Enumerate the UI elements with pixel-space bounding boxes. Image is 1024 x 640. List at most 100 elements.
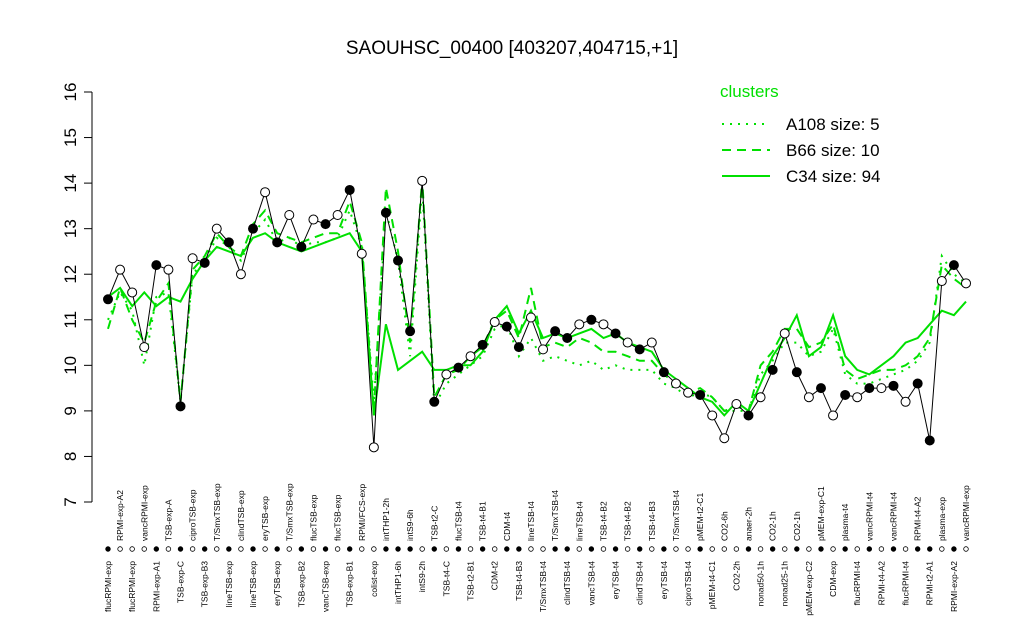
x-tick-label: vancTSB-exp	[321, 561, 331, 612]
profile-point	[103, 294, 113, 305]
profile-point	[912, 378, 923, 389]
condition-dot	[794, 546, 800, 552]
profile-point	[924, 435, 935, 446]
profile-point	[658, 367, 669, 378]
profile-point	[876, 383, 887, 394]
profile-point	[538, 344, 549, 355]
condition-dot	[371, 546, 377, 552]
profile-point	[840, 389, 851, 400]
x-tick-label: flucTSB-exp	[308, 494, 318, 541]
x-tick-label: TSB-t4-B1	[478, 501, 488, 541]
x-tick-label: pMEM-t4-C1	[707, 561, 717, 609]
condition-dot	[407, 546, 413, 552]
condition-dot	[419, 546, 425, 552]
y-tick-label: 16	[61, 83, 80, 102]
condition-dot	[274, 546, 280, 552]
condition-dot	[310, 546, 317, 552]
y-tick-label: 9	[61, 406, 80, 415]
condition-dot	[854, 546, 860, 552]
profile-point	[272, 237, 283, 248]
x-tick-label: TSB-exp-A	[163, 499, 173, 541]
condition-dot	[455, 546, 462, 552]
condition-dot	[105, 546, 111, 552]
profile-point	[731, 399, 742, 410]
condition-dot	[878, 546, 885, 552]
x-tick-label: CDM-exp	[828, 561, 838, 597]
x-tick-label: CO2-1h	[792, 511, 802, 541]
profile-point	[356, 248, 367, 259]
x-tick-label: RPMI/FCS-exp	[357, 484, 367, 541]
condition-dot	[963, 546, 969, 552]
condition-dot	[939, 546, 945, 552]
profile-point	[393, 255, 404, 266]
x-tick-label: intS9-6h	[405, 509, 415, 541]
x-tick-label: TSB-exp-B2	[296, 561, 306, 608]
x-tick-label: clindTSB-t4	[635, 561, 645, 605]
profile-point	[163, 264, 174, 275]
profile-point	[501, 321, 512, 332]
x-tick-label: plasma-exp	[937, 497, 947, 541]
x-tick-label: flucTSB-exp	[333, 494, 343, 541]
x-tick-label: T/SmxTSB-exp	[284, 483, 294, 541]
x-tick-label: TSB-exp-C	[176, 561, 186, 603]
x-tick-label: RPMI-t2-A1	[925, 561, 935, 606]
profile-point	[574, 319, 585, 330]
profile-point	[320, 219, 331, 230]
profile-point	[646, 337, 657, 348]
profile-point	[127, 287, 138, 298]
condition-dot	[927, 546, 933, 552]
x-tick-label: vancRPMI-t4	[864, 492, 874, 541]
condition-dot	[890, 546, 897, 552]
x-tick-label: eryTSB-t4	[611, 561, 621, 600]
legend: clusters A108 size: 5 B66 size: 10 C34 siz…	[720, 82, 881, 186]
x-tick-label: vancRPMI-exp	[139, 485, 149, 541]
y-tick-label: 14	[61, 174, 80, 193]
profile-point	[779, 328, 790, 339]
profile-point	[634, 344, 645, 355]
profile-point	[852, 392, 863, 403]
profile-point	[344, 184, 355, 195]
condition-dot	[226, 546, 232, 552]
x-tick-label: RPMI-t4-A2	[913, 496, 923, 541]
profile-point	[610, 328, 621, 339]
y-tick-label: 15	[61, 128, 80, 147]
x-tick-label: intTHP1-2h	[381, 498, 391, 541]
y-tick-label: 11	[61, 311, 80, 329]
x-tick-label: ciproTSB-t4	[683, 561, 693, 606]
y-tick-label: 7	[61, 497, 80, 506]
x-tick-label: lineTSB-exp	[248, 561, 258, 608]
condition-dot	[214, 546, 220, 552]
profile-point	[864, 383, 875, 394]
profile-point	[465, 351, 476, 362]
condition-dot	[685, 546, 691, 552]
x-tick-label: T/SmxTSB-exp	[212, 483, 222, 541]
x-tick-label: lineTSB-t4	[574, 501, 584, 541]
condition-dot	[769, 546, 776, 552]
condition-dot	[564, 546, 570, 552]
x-tick-label: TSB-exp-B3	[200, 561, 210, 608]
profile-point	[755, 392, 766, 403]
x-tick-label: TSB-t4-B3	[647, 501, 657, 541]
condition-dot	[866, 546, 873, 552]
condition-dot	[528, 546, 534, 552]
profile-point	[622, 337, 633, 348]
condition-dot	[286, 546, 292, 552]
y-tick-label: 13	[61, 219, 80, 238]
x-tick-label: plasma-t4	[840, 503, 850, 541]
profile-point	[767, 364, 778, 375]
x-tick-label: intTHP1-6h	[393, 561, 403, 604]
condition-dot	[431, 546, 437, 552]
profile-point	[368, 442, 379, 453]
profile-point	[791, 367, 802, 378]
condition-dot	[334, 546, 341, 552]
profile-point	[260, 187, 271, 198]
x-tick-label: CO2-1h	[768, 511, 778, 541]
condition-dot	[141, 546, 147, 552]
x-tick-label: intS9-2h	[417, 561, 427, 593]
profile-point	[187, 253, 198, 264]
cluster-line	[107, 231, 967, 417]
profile-point	[900, 396, 911, 407]
profile-point	[332, 210, 343, 220]
condition-dot	[346, 546, 353, 552]
profile-point	[235, 269, 246, 280]
